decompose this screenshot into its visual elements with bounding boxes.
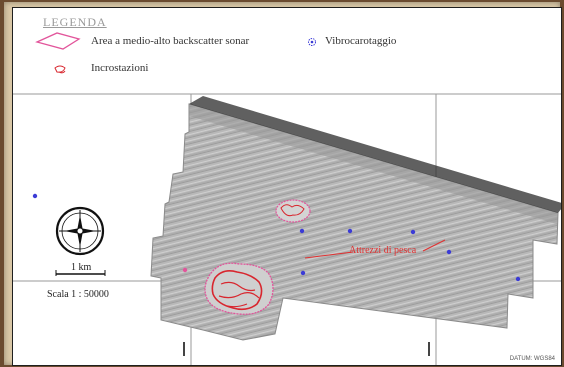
fishing-gear-label: Attrezzi di pesca — [349, 245, 417, 256]
graticule-tick-labels — [183, 342, 430, 356]
legend-label-backscatter: Area a medio-alto backscatter sonar — [91, 35, 250, 47]
backscatter-area-south — [204, 262, 274, 315]
legend-title: LEGENDA — [43, 15, 107, 29]
scale-ratio-label: Scala 1 : 50000 — [47, 289, 109, 300]
vibrocore-points — [32, 193, 521, 282]
map-canvas — [13, 32, 561, 365]
fishing-gear-annotation-lines — [304, 239, 446, 259]
compass-rose-icon — [55, 206, 105, 256]
datum-label: DATUM: WGS84 — [509, 356, 555, 362]
legend-symbols — [35, 32, 316, 74]
scale-bar — [55, 270, 106, 276]
figure-frame: LEGENDA Area a medio-alto backscatter so… — [4, 2, 562, 366]
backscatter-area-north — [275, 199, 311, 223]
sonar-mosaic-map: LEGENDA Area a medio-alto backscatter so… — [12, 7, 562, 366]
scale-length-label: 1 km — [71, 262, 92, 273]
legend-label-vibrocore: Vibrocarotaggio — [325, 35, 397, 47]
legend-label-incrustations: Incrostazioni — [91, 62, 149, 74]
